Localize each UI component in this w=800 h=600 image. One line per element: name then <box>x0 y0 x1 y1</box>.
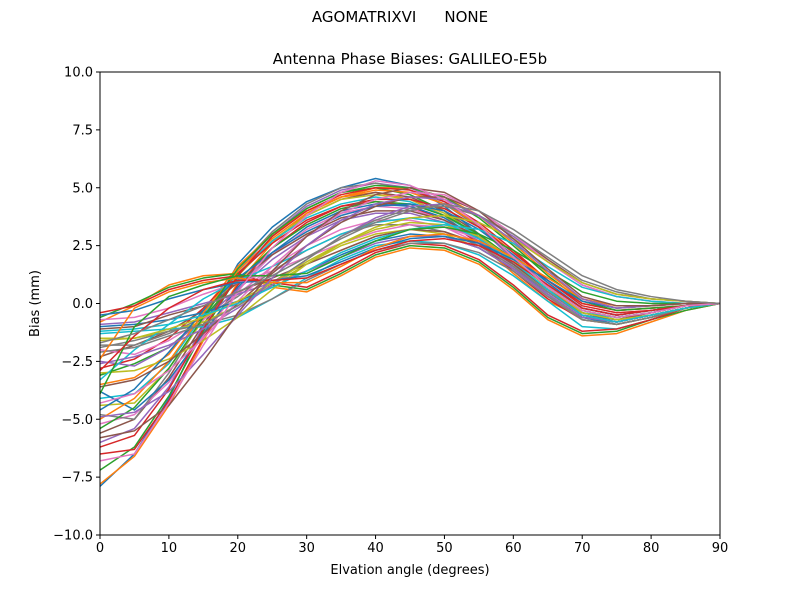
figure-suptitle: AGOMATRIXVI NONE <box>0 8 800 26</box>
y-axis-label: Bias (mm) <box>28 270 43 337</box>
y-tick-label: −10.0 <box>53 529 93 544</box>
series-line-45 <box>99 196 720 418</box>
series-line-46 <box>99 187 720 439</box>
x-tick-label: 40 <box>367 541 384 556</box>
y-tick-label: −7.5 <box>61 471 93 486</box>
series-line-48 <box>99 203 721 344</box>
suptitle-left: AGOMATRIXVI <box>311 8 417 26</box>
suptitle-right: NONE <box>444 8 489 26</box>
x-tick-label: 80 <box>643 541 660 556</box>
y-tick-label: 0.0 <box>72 297 93 312</box>
x-tick-label: 30 <box>298 541 315 556</box>
y-tick-label: 7.5 <box>72 123 93 138</box>
series-line-47 <box>99 180 721 462</box>
y-tick-label: 5.0 <box>72 181 93 196</box>
series-layer <box>99 177 721 487</box>
x-axis: 0 10 20 30 40 50 60 70 80 90 <box>96 535 728 556</box>
y-tick-label: 10.0 <box>64 66 93 81</box>
series-line-44 <box>99 237 721 372</box>
x-tick-label: 90 <box>712 541 729 556</box>
series-line-22 <box>99 247 721 337</box>
series-line-23 <box>99 244 721 335</box>
series-line-29 <box>99 221 721 374</box>
axes-frame <box>99 71 721 536</box>
y-tick-label: −2.5 <box>61 355 93 370</box>
x-axis-label: Elvation angle (degrees) <box>330 563 489 578</box>
x-tick-label: 50 <box>436 541 453 556</box>
x-tick-label: 70 <box>574 541 591 556</box>
series-line-12 <box>99 189 721 386</box>
chart-title: Antenna Phase Biases: GALILEO-E5b <box>273 50 547 68</box>
y-tick-label: 2.5 <box>72 239 93 254</box>
x-tick-label: 0 <box>96 541 104 556</box>
x-tick-label: 10 <box>161 541 178 556</box>
series-line-39 <box>99 214 721 342</box>
y-axis: 10.0 7.5 5.0 2.5 0.0 −2.5 −5.0 −7.5 −10.0 <box>53 66 100 544</box>
x-tick-label: 20 <box>230 541 247 556</box>
x-tick-label: 60 <box>505 541 522 556</box>
y-tick-label: −5.0 <box>61 413 93 428</box>
series-line-43 <box>99 226 720 395</box>
series-line-38 <box>99 205 721 353</box>
